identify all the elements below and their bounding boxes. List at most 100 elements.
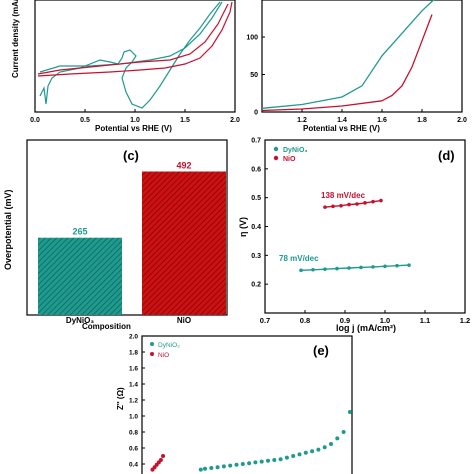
point-e-dynio3 [291,454,296,458]
bar-dynio3 [38,237,122,315]
tick-label-d-y: 0.6 [251,166,261,173]
point-e-dynio3 [341,430,346,434]
tick-label-d-x: 0.7 [260,316,270,325]
point-e-dynio3 [335,436,340,441]
tick-label-a-x: 1.5 [180,117,190,124]
point-d-nio [331,204,335,209]
legend-d-dynio3-marker [273,146,279,152]
point-d-dynio3 [407,263,411,267]
panel-c: (c) Overpotential (mV) 265 DyNiO₃ 492 NiO C… [3,139,228,331]
series-a-nio [37,1,233,77]
bar-value-dynio3: 265 [72,227,87,237]
panel-d-xlabel: log j (mA/cm²) [336,323,396,333]
panel-e: (e) Z'' (Ω) 2.01.81.61.41.21.00.80.60.4 … [116,334,353,474]
point-e-dynio3 [347,410,352,414]
point-e-nio [161,454,165,458]
tick-label-d-x: 1.2 [460,316,470,325]
point-e-dynio3 [253,460,258,465]
tick-label-b-x: 1.8 [417,117,427,124]
legend-d-nio-marker [273,155,279,161]
fit-line-d-dynio3 [300,264,410,271]
point-d-dynio3 [335,266,339,271]
tick-label-e-y: 1.4 [129,382,138,389]
annotation-nio-slope: 138 mV/dec [321,191,366,200]
point-e-dynio3 [329,442,333,446]
point-e-dynio3 [198,467,203,472]
legend-e-dynio3: DyNiO₃ [158,342,180,349]
tick-label-e-y: 0.6 [129,446,138,453]
point-d-nio [347,202,351,207]
panel-a-ylabel: Current density (mA/cm²) [11,0,20,78]
tick-label-d-y: 0.5 [251,195,261,202]
tick-label-d-x: 0.9 [340,316,350,325]
panel-c-letter: (c) [123,148,139,163]
point-d-nio [363,201,367,205]
point-d-dynio3 [359,265,363,270]
point-e-dynio3 [310,449,315,454]
point-e-dynio3 [322,445,327,450]
point-d-nio [323,205,327,209]
tick-label-d-y: 0.4 [251,224,261,231]
point-e-dynio3 [266,458,270,463]
panel-b-frame [261,0,463,113]
point-e-dynio3 [278,457,283,462]
tick-label-b-x: 1.6 [377,117,387,124]
point-e-dynio3 [209,466,214,470]
point-d-dynio3 [299,268,303,273]
point-e-dynio3 [272,458,277,462]
tick-label-d-y: 0.7 [251,138,261,145]
point-e-dynio3 [284,455,289,460]
tick-label-e-y: 1.2 [129,398,138,405]
point-d-nio [371,199,375,204]
point-e-dynio3 [221,464,226,469]
panel-c-frame [26,139,228,316]
legend-d-nio: NiO [283,156,296,163]
point-e-dynio3 [215,465,220,470]
panel-a-frame [34,0,236,113]
panel-d: (d) η (V) log j (mA/cm²) 0.7 0.8 0.9 1.0 1.1… [238,138,470,334]
panel-b-xlabel: Potential vs RHE (V) [303,124,380,133]
panel-a: Current density (mA/cm²) 0.0 0.5 1.0 1.5 2.0… [11,0,240,133]
tick-label-d-x: 1.0 [380,316,390,325]
point-e-dynio3 [303,450,308,455]
panel-c-xlabel: Composition [82,322,131,331]
panel-d-ylabel: η (V) [238,217,248,237]
point-d-nio [339,203,343,208]
tick-label-a-x: 0.0 [30,117,40,124]
point-d-nio [355,202,359,206]
point-e-dynio3 [247,461,252,466]
bar-value-nio: 492 [176,161,191,171]
panel-e-ylabel: Z'' (Ω) [116,387,125,410]
tick-label-b-x: 1.4 [337,117,347,124]
point-e-dynio3 [228,463,233,468]
annotation-dynio3-slope: 78 mV/dec [279,254,319,263]
point-e-dynio3 [234,462,239,467]
bar-category-dynio3: DyNiO₃ [66,316,94,325]
tick-label-b-y: 0 [254,110,258,117]
tick-label-d-x: 0.8 [300,316,310,325]
panel-e-frame [141,335,353,474]
point-d-dynio3 [395,263,399,268]
point-d-dynio3 [347,266,351,270]
tick-label-d-x: 1.1 [420,316,430,325]
panel-c-ylabel: Overpotential (mV) [3,189,13,270]
point-d-dynio3 [383,264,387,269]
panel-a-xlabel: Potential vs RHE (V) [95,124,172,133]
tick-label-e-y: 1.0 [129,414,138,421]
tick-label-d-y: 0.3 [251,253,261,260]
panel-d-letter: (d) [438,148,455,163]
legend-e-dynio3-marker [150,342,154,346]
point-e-dynio3 [203,466,207,471]
tick-label-b-x: 2.0 [457,117,467,124]
point-e-dynio3 [316,447,321,452]
tick-label-b-y: 50 [250,72,258,79]
tick-label-b-x: 1.2 [297,117,307,124]
tick-label-b-y: 100 [246,35,258,42]
point-d-dynio3 [311,267,315,272]
tick-label-e-y: 0.4 [129,462,138,469]
tick-label-a-x: 2.0 [230,117,240,124]
point-d-nio [379,198,383,203]
point-e-dynio3 [259,459,264,464]
tick-label-d-y: 0.2 [251,282,261,289]
series-b-dynio3 [261,0,435,109]
